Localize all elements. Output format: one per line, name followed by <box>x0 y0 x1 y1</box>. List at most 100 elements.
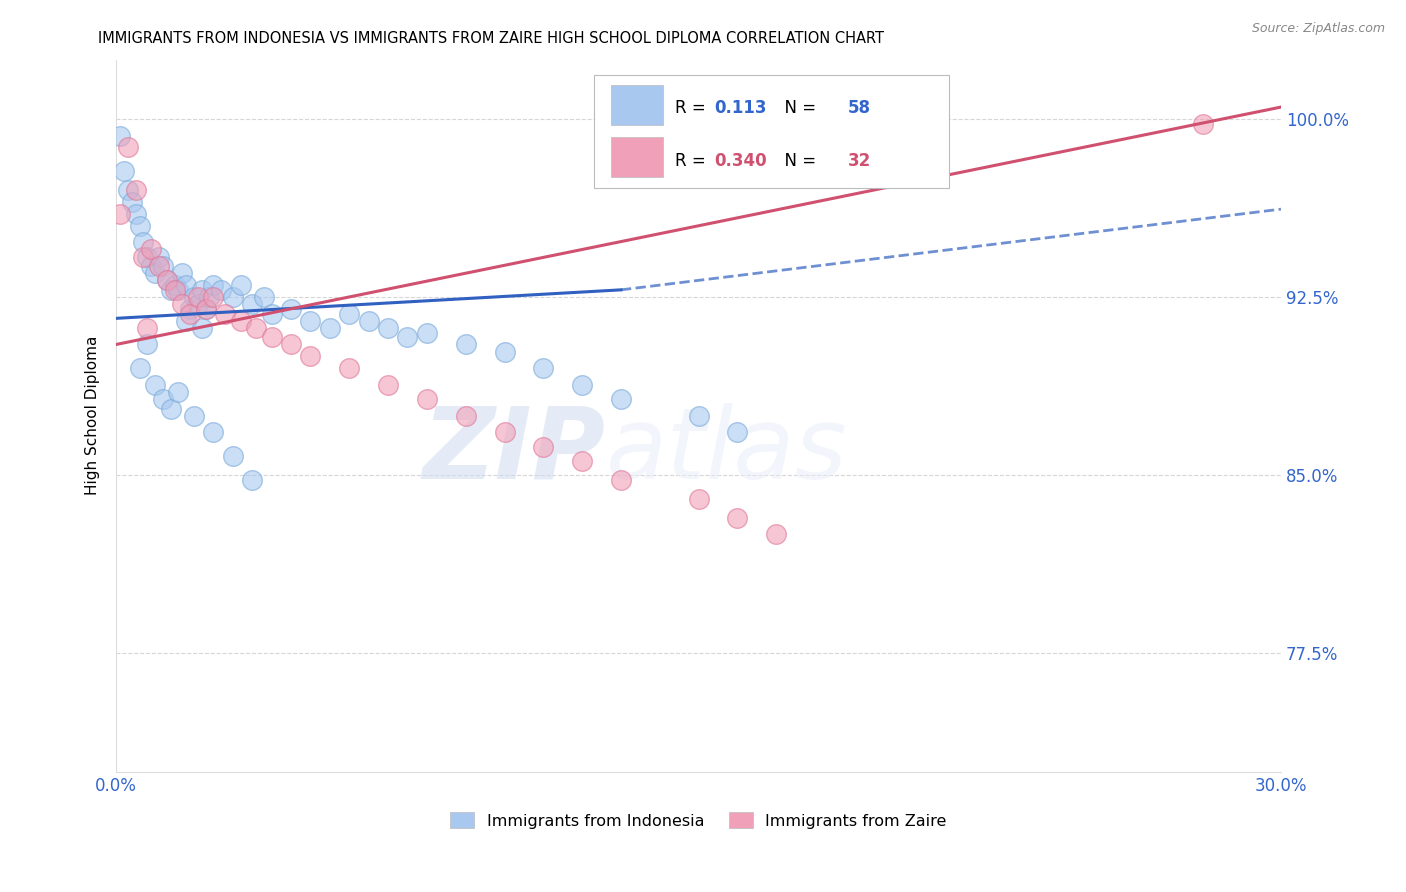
Point <box>141 243 163 257</box>
Point <box>299 314 322 328</box>
Point <box>416 392 439 406</box>
Point <box>159 401 181 416</box>
Point <box>117 140 139 154</box>
Point <box>357 314 380 328</box>
Point <box>125 207 148 221</box>
Point <box>187 290 209 304</box>
Point <box>571 454 593 468</box>
Point <box>1192 117 1215 131</box>
Point <box>128 219 150 233</box>
Point <box>163 283 186 297</box>
Text: 32: 32 <box>848 152 870 170</box>
Point <box>187 297 209 311</box>
Point <box>194 301 217 316</box>
Point <box>571 377 593 392</box>
Text: R =: R = <box>675 99 711 118</box>
Point <box>377 377 399 392</box>
Y-axis label: High School Diploma: High School Diploma <box>86 336 100 495</box>
Point <box>156 273 179 287</box>
Point <box>136 250 159 264</box>
Point <box>260 330 283 344</box>
Point <box>253 290 276 304</box>
Point <box>136 337 159 351</box>
Point <box>156 273 179 287</box>
Point <box>174 314 197 328</box>
Point <box>202 425 225 440</box>
Text: 0.113: 0.113 <box>714 99 766 118</box>
Point <box>179 307 201 321</box>
Point <box>688 409 710 423</box>
Point <box>416 326 439 340</box>
Point <box>688 491 710 506</box>
Point <box>531 361 554 376</box>
Point <box>141 259 163 273</box>
Point <box>183 409 205 423</box>
FancyBboxPatch shape <box>612 137 662 178</box>
Text: atlas: atlas <box>606 403 846 500</box>
Point <box>494 425 516 440</box>
Point <box>183 290 205 304</box>
Text: ZIP: ZIP <box>422 403 606 500</box>
Point <box>222 449 245 463</box>
Point <box>167 283 190 297</box>
Point <box>454 337 477 351</box>
Point <box>280 301 302 316</box>
Point <box>172 266 194 280</box>
Point <box>229 314 252 328</box>
Point <box>337 307 360 321</box>
Point <box>240 297 263 311</box>
Point <box>319 321 342 335</box>
Point <box>152 392 174 406</box>
Point <box>229 278 252 293</box>
Point <box>172 297 194 311</box>
Point <box>148 259 170 273</box>
Point <box>190 283 212 297</box>
Point <box>531 440 554 454</box>
Point <box>494 344 516 359</box>
Point <box>159 283 181 297</box>
Point <box>179 301 201 316</box>
Point <box>132 235 155 250</box>
Point <box>260 307 283 321</box>
Point <box>725 510 748 524</box>
Point <box>202 278 225 293</box>
Point <box>222 290 245 304</box>
Point <box>377 321 399 335</box>
Point <box>108 207 131 221</box>
Point <box>214 307 236 321</box>
Point <box>136 321 159 335</box>
FancyBboxPatch shape <box>593 75 949 188</box>
Point <box>128 361 150 376</box>
Text: N =: N = <box>775 152 821 170</box>
Point <box>167 384 190 399</box>
Point <box>396 330 419 344</box>
Point <box>108 128 131 143</box>
Point <box>280 337 302 351</box>
Text: Source: ZipAtlas.com: Source: ZipAtlas.com <box>1251 22 1385 36</box>
Text: 0.340: 0.340 <box>714 152 766 170</box>
Point <box>725 425 748 440</box>
Point <box>245 321 267 335</box>
Point <box>125 183 148 197</box>
Legend: Immigrants from Indonesia, Immigrants from Zaire: Immigrants from Indonesia, Immigrants fr… <box>444 806 953 835</box>
Point <box>117 183 139 197</box>
Point <box>148 250 170 264</box>
Point <box>163 278 186 293</box>
Point <box>202 290 225 304</box>
Text: N =: N = <box>775 99 821 118</box>
Point <box>765 527 787 541</box>
Point <box>299 349 322 363</box>
Point <box>152 259 174 273</box>
Point <box>610 473 633 487</box>
Point <box>143 377 166 392</box>
Point <box>610 392 633 406</box>
Point <box>454 409 477 423</box>
Point <box>174 278 197 293</box>
Point <box>132 250 155 264</box>
Point <box>190 321 212 335</box>
Point <box>337 361 360 376</box>
Point <box>112 164 135 178</box>
Text: 58: 58 <box>848 99 870 118</box>
FancyBboxPatch shape <box>612 85 662 125</box>
Point <box>240 473 263 487</box>
